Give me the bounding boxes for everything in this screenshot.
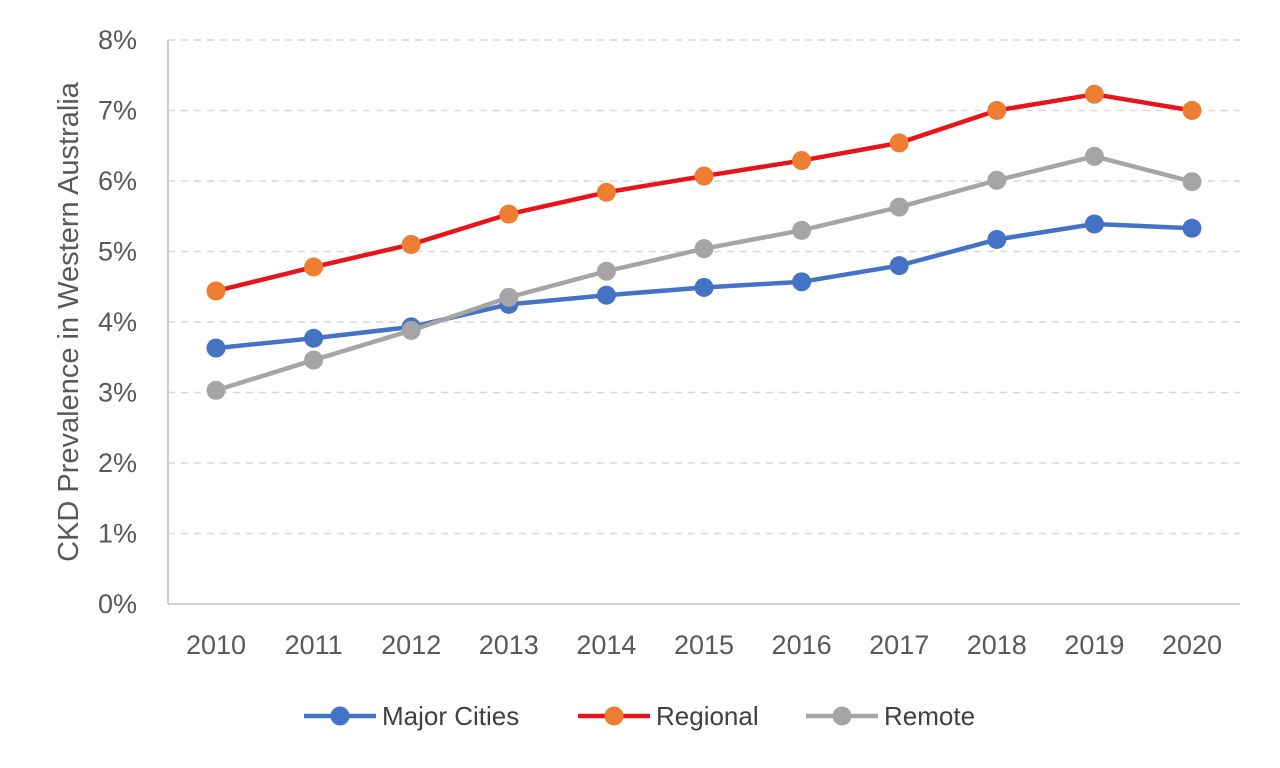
series-regional <box>206 84 1202 301</box>
data-point <box>206 281 226 301</box>
data-point <box>889 133 909 153</box>
legend-item: Major Cities <box>304 701 519 731</box>
y-tick-labels: 0% 1% 2% 3% 4% 5% 6% 7% 8% <box>98 25 137 619</box>
data-point <box>694 277 714 297</box>
data-point <box>792 272 812 292</box>
y-tick-label: 2% <box>98 448 137 478</box>
data-point <box>792 151 812 171</box>
data-point <box>1084 146 1104 166</box>
x-tick-label: 2011 <box>285 630 343 660</box>
series-line-remote <box>213 154 1195 393</box>
data-point <box>1182 218 1202 238</box>
x-tick-label: 2012 <box>381 630 441 660</box>
x-tick-label: 2010 <box>186 630 246 660</box>
data-point <box>499 204 519 224</box>
data-point <box>987 170 1007 190</box>
legend-item: Remote <box>806 701 975 731</box>
data-point <box>304 257 324 277</box>
y-tick-label: 5% <box>98 237 137 267</box>
data-point <box>889 197 909 217</box>
series-lines <box>206 84 1202 400</box>
legend-label: Major Cities <box>382 701 519 731</box>
x-tick-labels: 2010 2011 2012 2013 2014 2015 2016 2017 2018 2019… <box>186 630 1222 660</box>
data-point <box>596 261 616 281</box>
data-point <box>499 287 519 307</box>
data-point <box>206 380 226 400</box>
x-tick-label: 2014 <box>576 630 636 660</box>
y-tick-label: 6% <box>98 166 137 196</box>
data-point <box>596 182 616 202</box>
data-point <box>987 230 1007 250</box>
data-point <box>792 220 812 240</box>
legend-item: Regional <box>578 701 759 731</box>
data-point <box>1182 101 1202 120</box>
y-axis-title: CKD Prevalence in Western Australia <box>53 81 85 562</box>
data-point <box>401 320 421 340</box>
legend-swatch-marker <box>832 706 852 726</box>
data-point <box>889 256 909 276</box>
y-tick-label: 1% <box>98 519 137 549</box>
x-tick-label: 2020 <box>1162 630 1222 660</box>
legend-swatch-marker <box>604 706 624 726</box>
axes <box>167 40 1240 605</box>
y-tick-label: 4% <box>98 307 137 337</box>
series-remote <box>206 146 1202 400</box>
data-point <box>304 328 324 348</box>
data-point <box>1084 214 1104 234</box>
data-point <box>304 350 324 370</box>
x-tick-label: 2015 <box>674 630 734 660</box>
y-tick-label: 8% <box>98 25 137 55</box>
legend-label: Remote <box>884 701 975 731</box>
x-tick-label: 2017 <box>869 630 929 660</box>
data-point <box>987 101 1007 120</box>
y-tick-label: 0% <box>98 589 137 619</box>
y-tick-label: 3% <box>98 378 137 408</box>
x-tick-label: 2016 <box>772 630 832 660</box>
data-point <box>401 234 421 254</box>
legend-swatch-marker <box>330 706 350 726</box>
legend-label: Regional <box>656 701 759 731</box>
series-major-cities <box>206 214 1202 358</box>
data-point <box>596 285 616 305</box>
y-tick-label: 7% <box>98 96 137 126</box>
series-line-regional <box>213 92 1195 294</box>
data-point <box>206 338 226 358</box>
data-point <box>1084 84 1104 104</box>
x-tick-label: 2019 <box>1064 630 1124 660</box>
data-point <box>1182 172 1202 192</box>
legend: Major Cities Regional Remote <box>304 701 975 731</box>
data-point <box>694 166 714 186</box>
x-tick-label: 2013 <box>479 630 539 660</box>
x-tick-label: 2018 <box>967 630 1027 660</box>
data-point <box>694 239 714 259</box>
